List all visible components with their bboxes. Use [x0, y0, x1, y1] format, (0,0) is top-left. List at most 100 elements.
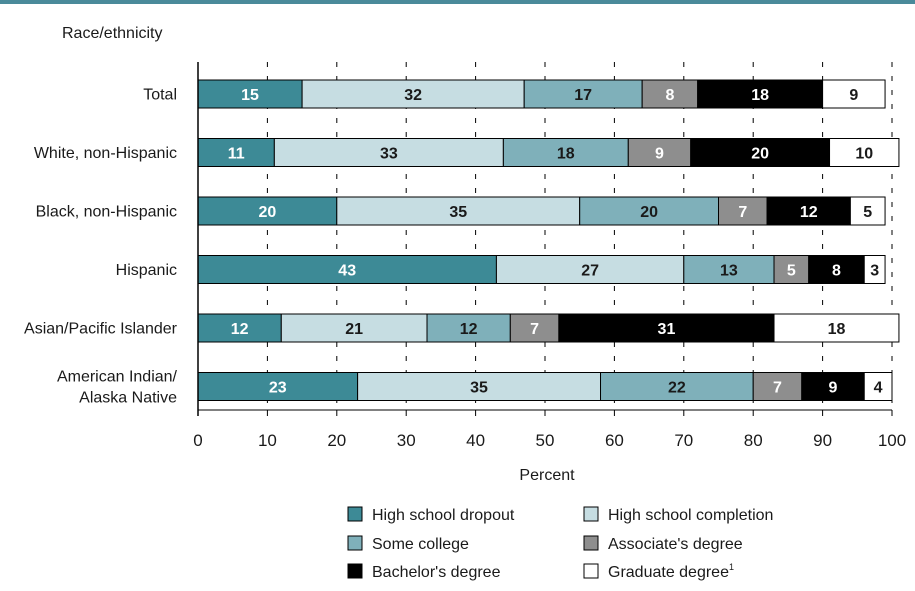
x-tick-label: 90 — [813, 431, 832, 450]
bar-segment — [849, 196, 886, 226]
legend-label: High school completion — [608, 507, 773, 524]
data-label: 21 — [345, 321, 363, 338]
bar-segment — [197, 372, 359, 401]
x-tick-label: 0 — [193, 431, 202, 450]
y-axis-title: Race/ethnicity — [62, 25, 163, 42]
legend-label: High school dropout — [372, 507, 515, 524]
bar-segment — [197, 79, 303, 109]
data-label: 23 — [269, 380, 287, 397]
legend-swatch — [347, 535, 363, 551]
bar-segment — [822, 79, 886, 109]
data-label: 17 — [574, 87, 592, 104]
data-label: 18 — [557, 146, 575, 163]
legend-swatch — [583, 563, 599, 579]
data-label: 43 — [338, 263, 356, 280]
legend-label: Graduate degree1 — [608, 562, 734, 581]
bar-segment — [558, 313, 775, 343]
data-label: 7 — [773, 380, 782, 397]
bar-segment — [808, 255, 865, 284]
bar-segment — [197, 138, 275, 167]
bar-segment — [426, 313, 511, 343]
data-label: 35 — [449, 204, 467, 221]
x-tick-label: 80 — [744, 431, 763, 450]
data-label: 5 — [863, 204, 872, 221]
data-label: 8 — [832, 263, 841, 280]
bar-segment — [718, 196, 768, 226]
x-axis-title: Percent — [519, 467, 575, 484]
data-label: 15 — [241, 87, 259, 104]
legend: High school dropout High school completio… — [347, 506, 773, 581]
data-label: 5 — [787, 263, 796, 280]
bar-segment — [280, 313, 428, 343]
bar-segment — [357, 372, 602, 401]
x-tick-label: 10 — [258, 431, 277, 450]
data-label: 9 — [655, 146, 664, 163]
top-rule — [0, 0, 915, 4]
bar-segment — [197, 255, 497, 284]
x-tick-label: 50 — [536, 431, 555, 450]
data-label: 3 — [870, 263, 879, 280]
data-label: 18 — [751, 87, 769, 104]
data-label: 32 — [404, 87, 422, 104]
bar-segment — [502, 138, 629, 167]
bar-segment — [197, 196, 338, 226]
data-label: 4 — [874, 380, 883, 397]
bar-segment — [495, 255, 685, 284]
legend-swatch — [347, 506, 363, 522]
footnote-marker: 1 — [729, 562, 734, 572]
bar-segment — [773, 313, 900, 343]
gridlines — [266, 62, 893, 410]
legend-label: Associate's degree — [608, 536, 743, 553]
x-tick-label: 40 — [466, 431, 485, 450]
legend-swatch — [583, 535, 599, 551]
bar-segment — [863, 255, 886, 284]
bar-segment — [829, 138, 900, 167]
data-label: 10 — [855, 146, 873, 163]
bar-segment — [766, 196, 851, 226]
bar-segment — [627, 138, 692, 167]
x-tick-label: 30 — [397, 431, 416, 450]
legend-label: Some college — [372, 536, 469, 553]
x-tick-label: 70 — [674, 431, 693, 450]
legend-swatch — [583, 506, 599, 522]
category-label: White, non-Hispanic — [34, 145, 177, 162]
data-label: 12 — [460, 321, 478, 338]
data-label: 35 — [470, 380, 488, 397]
data-label: 27 — [581, 263, 599, 280]
bar-segment — [752, 372, 803, 401]
x-tick-label: 20 — [327, 431, 346, 450]
x-tick-label: 100 — [878, 431, 906, 450]
category-label: American Indian/Alaska Native — [57, 369, 178, 407]
bar-segment — [336, 196, 581, 226]
legend-swatch — [347, 563, 363, 579]
data-label: 11 — [228, 146, 245, 163]
data-label: 7 — [530, 321, 539, 338]
data-label: 20 — [259, 204, 277, 221]
data-label: 12 — [800, 204, 818, 221]
x-axis: 0 10 20 30 40 50 60 70 80 90 100 — [193, 62, 906, 450]
data-label: 9 — [829, 380, 838, 397]
data-label: 8 — [665, 87, 674, 104]
data-label: 22 — [668, 380, 686, 397]
data-label: 18 — [828, 321, 846, 338]
x-tick-label: 60 — [605, 431, 624, 450]
legend-label: Bachelor's degree — [372, 564, 501, 581]
bar-segment — [509, 313, 560, 343]
data-label: 9 — [849, 87, 858, 104]
data-label: 31 — [658, 321, 676, 338]
category-label: Black, non-Hispanic — [36, 204, 177, 221]
data-label: 12 — [231, 321, 249, 338]
bar-segment — [301, 79, 525, 109]
data-label: 20 — [640, 204, 658, 221]
bar-segment — [683, 255, 775, 284]
data-label: 33 — [380, 146, 398, 163]
category-label: Total — [143, 87, 177, 104]
bar-segment — [600, 372, 754, 401]
bar-segment — [523, 79, 643, 109]
data-label: 20 — [751, 146, 769, 163]
data-label: 13 — [720, 263, 738, 280]
category-label: Asian/Pacific Islander — [24, 321, 178, 338]
data-label: 7 — [738, 204, 747, 221]
